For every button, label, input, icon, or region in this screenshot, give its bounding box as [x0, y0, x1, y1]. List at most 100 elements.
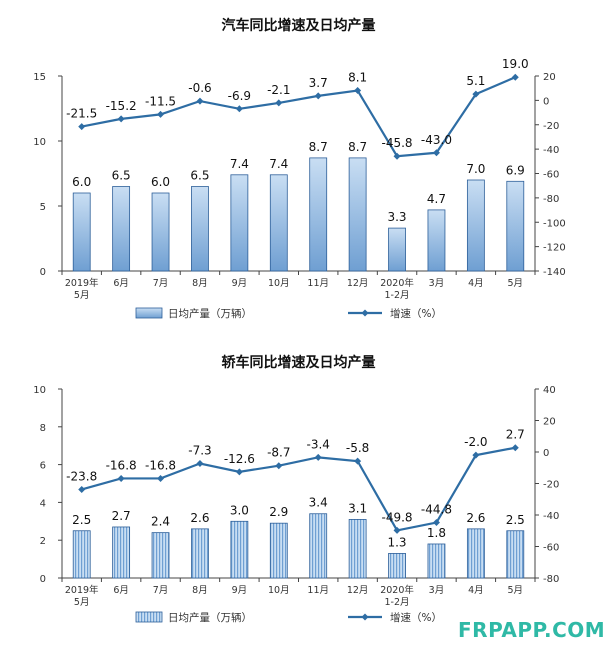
- sedan-category-label: 6月: [113, 585, 129, 596]
- car-chart-title: 汽车同比增速及日均产量: [222, 17, 376, 34]
- sedan-growth-value-label: -12.6: [224, 452, 255, 466]
- sedan-growth-line: [81, 446, 516, 532]
- sedan-category-label: 5月: [74, 597, 90, 608]
- car-left-tick-label: 15: [33, 72, 46, 83]
- car-growth-point: [157, 110, 165, 118]
- car-growth-value-label: -43.0: [421, 133, 452, 147]
- sedan-bar-value-label: 2.9: [269, 505, 288, 519]
- sedan-growth-value-label: -44.8: [421, 503, 452, 517]
- car-growth-point: [393, 152, 401, 160]
- car-category-label: 4月: [468, 278, 484, 289]
- sedan-left-tick-label: 10: [33, 385, 46, 396]
- car-category-label: 5月: [508, 278, 524, 289]
- car-right-tick-label: 20: [543, 72, 556, 83]
- car-bar: [466, 179, 485, 272]
- sedan-left-tick-label: 2: [40, 536, 46, 547]
- sedan-bar-value-label: 1.3: [387, 535, 406, 549]
- car-growth-point: [354, 87, 362, 95]
- car-bar: [309, 157, 328, 272]
- car-right-tick-label: -100: [543, 218, 566, 229]
- sedan-category-label: 1-2月: [385, 597, 410, 608]
- sedan-left-tick-label: 4: [40, 498, 46, 509]
- car-left-tick-label: 0: [40, 267, 46, 278]
- sedan-legend-bar-swatch: [135, 611, 163, 623]
- sedan-growth-value-label: -8.7: [267, 446, 290, 460]
- sedan-bar: [191, 528, 209, 579]
- sedan-bar-value-label: 3.1: [348, 501, 367, 515]
- sedan-right-tick-label: -20: [543, 480, 559, 491]
- car-bar-value-label: 6.5: [190, 169, 209, 183]
- sedan-growth-value-label: -23.8: [66, 469, 97, 483]
- sedan-growth-value-label: -2.0: [464, 435, 487, 449]
- car-bar-value-label: 6.0: [151, 175, 170, 189]
- car-bar-value-label: 4.7: [427, 192, 446, 206]
- car-category-label: 5月: [74, 290, 90, 301]
- car-category-label: 3月: [429, 278, 445, 289]
- sedan-bar: [506, 530, 525, 579]
- sedan-bar-value-label: 2.6: [190, 511, 209, 525]
- car-growth-value-label: 5.1: [466, 74, 485, 88]
- car-growth-value-label: 3.7: [309, 76, 328, 90]
- sedan-left-tick-label: 0: [40, 574, 46, 585]
- sedan-growth-value-label: -16.8: [145, 458, 176, 472]
- car-bar: [427, 209, 446, 272]
- sedan-right-tick-label: 0: [543, 448, 549, 459]
- sedan-category-label: 2020年: [380, 584, 414, 596]
- car-bar-value-label: 6.9: [506, 163, 525, 177]
- sedan-category-label: 8月: [192, 585, 208, 596]
- car-left-tick-label: 10: [33, 137, 46, 148]
- car-growth-value-label: -2.1: [267, 83, 290, 97]
- car-right-tick-label: -140: [543, 267, 566, 278]
- sedan-category-label: 3月: [429, 585, 445, 596]
- sedan-bar-value-label: 3.0: [230, 503, 249, 517]
- car-legend-line-marker: [361, 309, 369, 317]
- sedan-growth-value-label: 2.7: [506, 428, 525, 442]
- sedan-bar-value-label: 2.6: [466, 511, 485, 525]
- car-growth-point: [314, 92, 322, 100]
- sedan-category-label: 11月: [307, 585, 329, 596]
- car-bar-value-label: 8.7: [348, 140, 367, 154]
- car-growth-value-label: -0.6: [188, 81, 211, 95]
- sedan-category-label: 10月: [268, 585, 290, 596]
- sedan-legend-line-label: 增速（%）: [390, 611, 442, 624]
- car-growth-point: [472, 90, 480, 98]
- car-bar: [72, 192, 91, 272]
- car-growth-point: [511, 73, 519, 81]
- sedan-category-label: 7月: [153, 585, 169, 596]
- sedan-category-label: 2019年: [65, 584, 99, 596]
- car-growth-value-label: -45.8: [382, 136, 413, 150]
- sedan-bar-value-label: 2.4: [151, 515, 170, 529]
- car-bar: [506, 180, 525, 272]
- sedan-bar: [427, 543, 446, 579]
- sedan-bar: [112, 526, 131, 579]
- car-right-tick-label: -80: [543, 194, 559, 205]
- car-bar: [269, 174, 288, 272]
- sedan-right-tick-label: -80: [543, 574, 559, 585]
- sedan-bar: [269, 522, 288, 579]
- sedan-growth-point: [196, 459, 204, 467]
- car-right-tick-label: -60: [543, 170, 559, 181]
- sedan-legend-bar-label: 日均产量（万辆）: [168, 611, 252, 624]
- sedan-bar: [466, 528, 485, 579]
- car-growth-point: [196, 97, 204, 105]
- car-right-tick-label: -20: [543, 121, 559, 132]
- sedan-growth-value-label: -16.8: [106, 458, 137, 472]
- sedan-left-tick-label: 8: [40, 423, 46, 434]
- sedan-growth-point: [432, 519, 440, 527]
- sedan-bar-value-label: 2.5: [72, 513, 91, 527]
- sedan-legend-line-marker: [361, 613, 369, 621]
- sedan-growth-point: [78, 485, 86, 493]
- car-right-tick-label: -120: [543, 243, 566, 254]
- car-category-label: 9月: [232, 278, 248, 289]
- sedan-growth-point: [117, 474, 125, 482]
- sedan-category-label: 12月: [347, 585, 369, 596]
- car-bar-value-label: 7.4: [269, 157, 288, 171]
- car-bar: [191, 186, 209, 272]
- sedan-category-label: 9月: [232, 585, 248, 596]
- sedan-right-tick-label: -60: [543, 543, 559, 554]
- sedan-growth-point: [275, 462, 283, 470]
- car-legend-bar-swatch: [135, 307, 163, 319]
- sedan-bar: [388, 553, 406, 579]
- car-category-label: 11月: [307, 278, 329, 289]
